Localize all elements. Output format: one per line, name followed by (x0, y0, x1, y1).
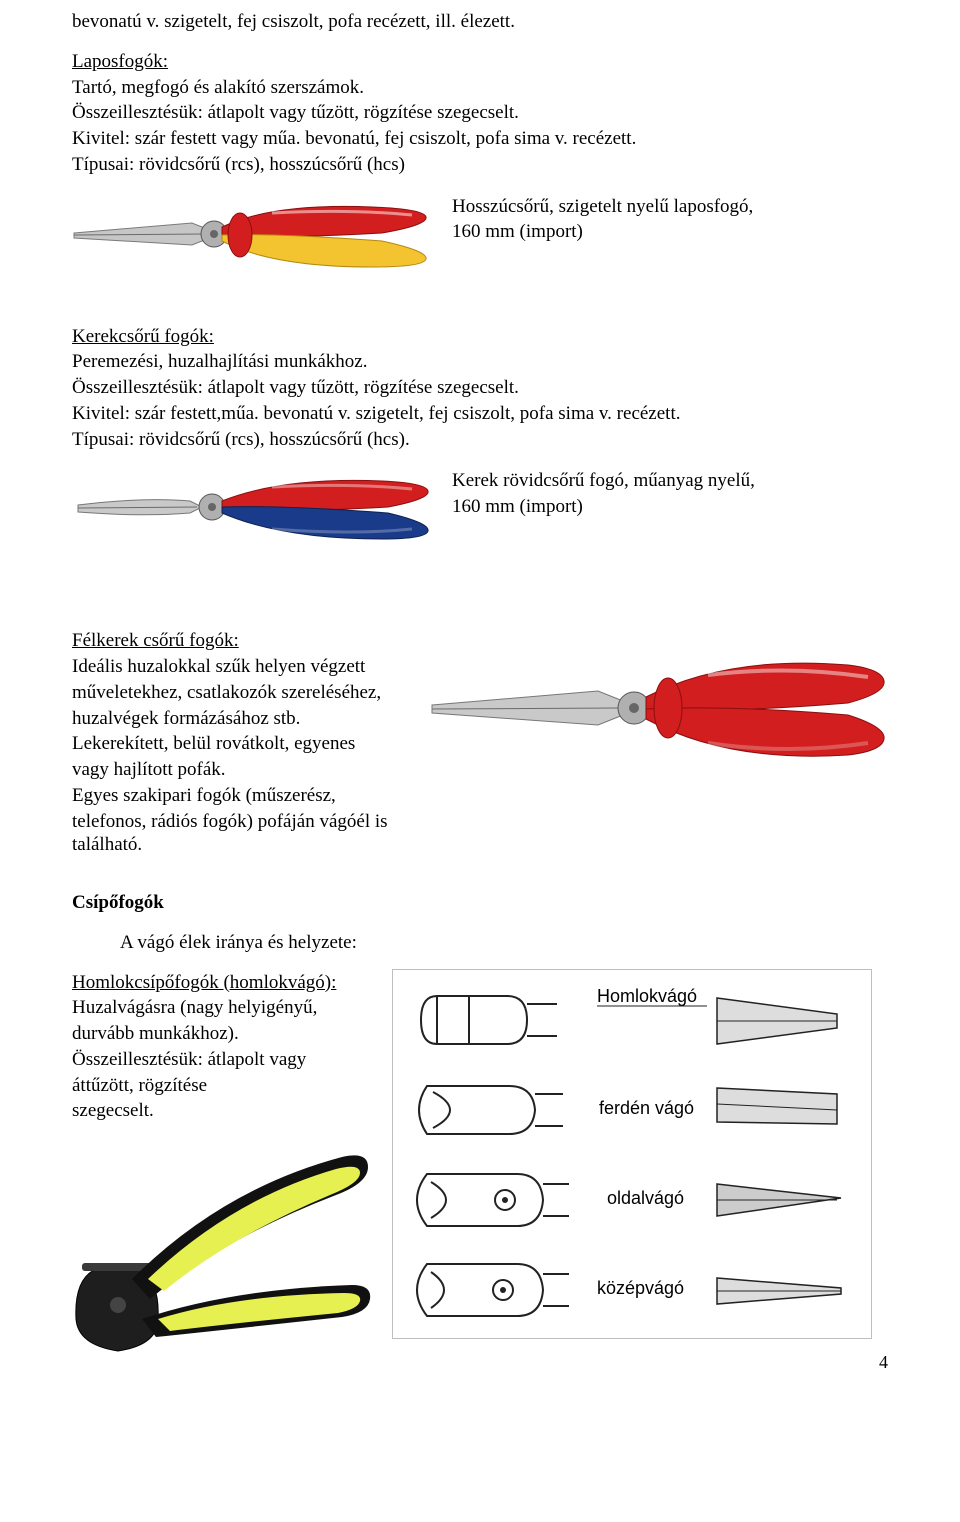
laposfogok-l2: Összeillesztésük: átlapolt vagy tűzött, … (72, 101, 888, 125)
plier-longnose-image (72, 183, 432, 293)
homlok-l2: durvább munkákhoz). (72, 1022, 372, 1046)
felkerek-l5: vagy hajlított pofák. (72, 758, 408, 782)
felkerek-l7: telefonos, rádiós fogók) pofáján vágóél … (72, 810, 408, 858)
kerek-l3: Kivitel: szár festett,műa. bevonatú v. s… (72, 402, 888, 426)
homlok-l1: Huzalvágásra (nagy helyigényű, (72, 996, 372, 1020)
laposfogok-l4: Típusai: rövidcsőrű (rcs), hosszúcsőrű (… (72, 153, 888, 177)
plier2-caption1: Kerek rövidcsőrű fogó, műanyag nyelű, (452, 469, 888, 493)
homlok-l3: Összeillesztésük: átlapolt vagy (72, 1048, 372, 1072)
kerek-l2: Összeillesztésük: átlapolt vagy tűzött, … (72, 376, 888, 400)
kerek-l1: Peremezési, huzalhajlítási munkákhoz. (72, 350, 888, 374)
kerek-heading: Kerekcsőrű fogók: (72, 325, 888, 349)
plier-endcutter-image (72, 1129, 372, 1359)
kerek-l4: Típusai: rövidcsőrű (rcs), hosszúcsőrű (… (72, 428, 888, 452)
homlok-l4: áttűzött, rögzítése (72, 1074, 372, 1098)
felkerek-l4: Lekerekített, belül rovátkolt, egyenes (72, 732, 408, 756)
plier-roundnose-image (72, 457, 432, 567)
laposfogok-heading: Laposfogók: (72, 50, 888, 74)
plier-halfround-image (428, 635, 888, 785)
diagram-label-0: Homlokvágó (597, 986, 697, 1006)
page-number: 4 (879, 1351, 888, 1374)
csipo-sub: A vágó élek iránya és helyzete: (72, 931, 888, 955)
csipo-heading: Csípőfogók (72, 891, 888, 915)
felkerek-l3: huzalvégek formázásához stb. (72, 707, 408, 731)
plier2-caption2: 160 mm (import) (452, 495, 888, 519)
felkerek-l6: Egyes szakipari fogók (műszerész, (72, 784, 408, 808)
plier1-caption2: 160 mm (import) (452, 220, 888, 244)
felkerek-l2: műveletekhez, csatlakozók szereléséhez, (72, 681, 408, 705)
intro-line: bevonatú v. szigetelt, fej csiszolt, pof… (72, 10, 888, 34)
homlok-heading: Homlokcsípőfogók (homlokvágó): (72, 971, 372, 995)
felkerek-heading: Félkerek csőrű fogók: (72, 629, 408, 653)
laposfogok-l1: Tartó, megfogó és alakító szerszámok. (72, 76, 888, 100)
plier1-caption1: Hosszúcsőrű, szigetelt nyelű laposfogó, (452, 195, 888, 219)
homlok-l5: szegecselt. (72, 1099, 372, 1123)
diagram-label-2: oldalvágó (607, 1188, 684, 1208)
diagram-label-3: középvágó (597, 1278, 684, 1298)
diagram-label-1: ferdén vágó (599, 1098, 694, 1118)
cutter-diagram: Homlokvágó ferdén vágó (392, 969, 872, 1339)
laposfogok-l3: Kivitel: szár festett vagy műa. bevonatú… (72, 127, 888, 151)
felkerek-l1: Ideális huzalokkal szűk helyen végzett (72, 655, 408, 679)
